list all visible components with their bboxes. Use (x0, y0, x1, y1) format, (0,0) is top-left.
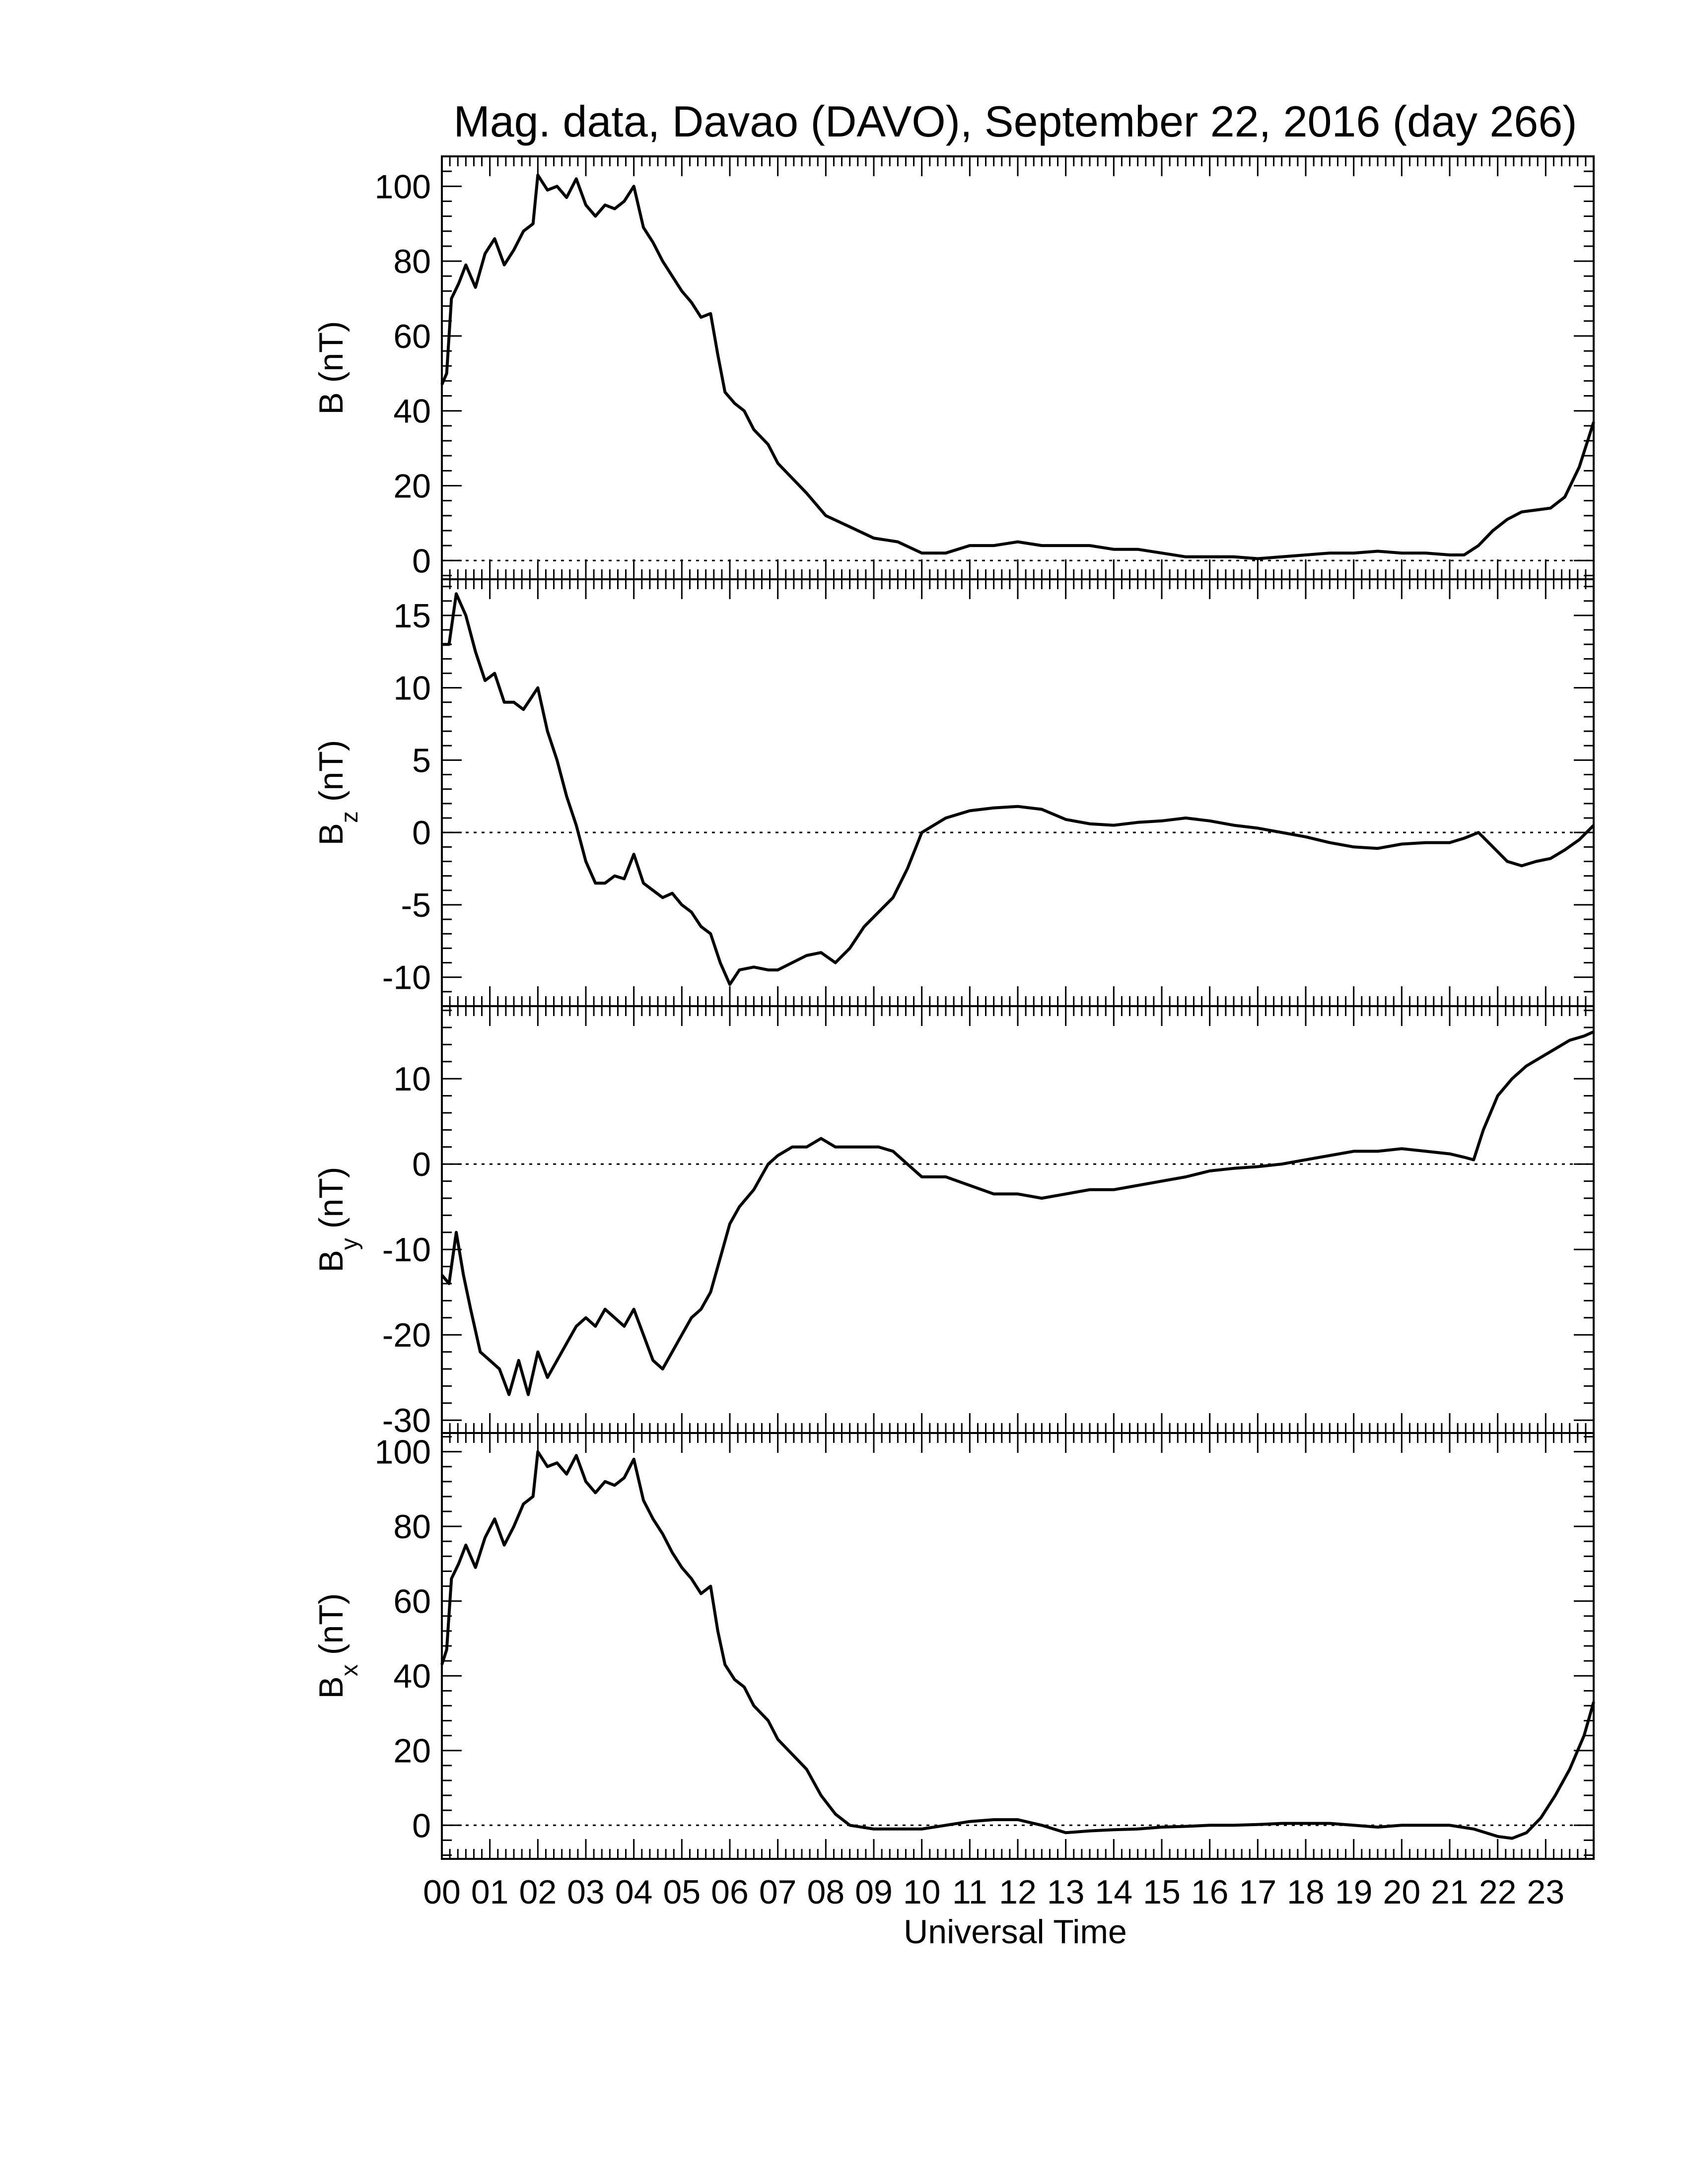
x-axis-label: Universal Time (904, 1913, 1127, 1951)
x-tick-label: 01 (471, 1873, 509, 1911)
y-tick-label: 0 (412, 814, 431, 852)
panel-by: -30 -20 -10 0 10 By (nT) (312, 1005, 1595, 1439)
series-line-by (440, 1030, 1595, 1396)
y-tick-label: -5 (401, 887, 431, 924)
y-tick-label: 5 (412, 742, 431, 779)
series-line-b (440, 173, 1595, 560)
y-axis-label-subscript: z (337, 811, 363, 823)
y-tick-label: -30 (382, 1402, 431, 1439)
x-axis-tick-labels: 00 01 02 03 04 05 06 07 08 09 10 11 12 13 14 15 16 17 18 19… (423, 1873, 1564, 1911)
y-axis-label-base: B (312, 1250, 350, 1272)
x-tick-label: 08 (807, 1873, 845, 1911)
figure-title: Mag. data, Davao (DAVO), September 22, 2… (453, 97, 1577, 146)
x-tick-label: 05 (663, 1873, 701, 1911)
x-tick-label: 02 (519, 1873, 557, 1911)
panel-bx: 0 20 40 60 80 100 Bx (nT) (312, 1432, 1595, 1860)
panel-bz: -10 -5 0 5 10 15 Bz (nT) (312, 578, 1595, 1007)
x-tick-label: 10 (903, 1873, 941, 1911)
y-tick-label: 20 (393, 468, 431, 505)
x-tick-label: 06 (711, 1873, 749, 1911)
y-tick-label: 80 (393, 1508, 431, 1546)
y-tick-label: -10 (382, 959, 431, 997)
y-axis-label-base: B (312, 1676, 350, 1699)
x-tick-label: 23 (1527, 1873, 1565, 1911)
y-tick-label: 15 (393, 597, 431, 635)
y-axis-label-bx: Bx (nT) (312, 1593, 363, 1699)
x-tick-label: 16 (1191, 1873, 1229, 1911)
y-tick-label: -10 (382, 1231, 431, 1269)
y-axis-label-bz: Bz (nT) (312, 740, 363, 846)
y-axis-label-base: B (312, 823, 350, 845)
y-axis-label-by: By (nT) (312, 1167, 363, 1273)
y-tick-label: 20 (393, 1732, 431, 1770)
x-tick-label: 12 (999, 1873, 1037, 1911)
x-tick-label: 07 (759, 1873, 797, 1911)
y-tick-label: 40 (393, 393, 431, 430)
x-tick-label: 03 (567, 1873, 605, 1911)
y-tick-label: 80 (393, 243, 431, 280)
x-tick-label: 15 (1143, 1873, 1181, 1911)
y-axis-label-unit: (nT) (312, 740, 350, 812)
y-tick-label: 10 (393, 670, 431, 707)
y-tick-label: 60 (393, 318, 431, 355)
panel-frame (441, 1432, 1595, 1860)
y-tick-label: 60 (393, 1583, 431, 1621)
x-tick-label: 18 (1287, 1873, 1325, 1911)
x-tick-label: 22 (1479, 1873, 1517, 1911)
x-tick-label: 20 (1383, 1873, 1421, 1911)
y-axis-label-b: B (nT) (312, 321, 350, 415)
y-tick-label: 100 (375, 168, 431, 205)
y-tick-label: 0 (412, 542, 431, 580)
y-axis-label-subscript: x (337, 1664, 363, 1676)
series-line-bz (442, 592, 1595, 986)
y-tick-label: 40 (393, 1657, 431, 1695)
x-tick-label: 00 (423, 1873, 461, 1911)
x-tick-label: 04 (615, 1873, 653, 1911)
x-tick-label: 11 (952, 1873, 987, 1911)
y-axis-label-unit: (nT) (312, 1167, 350, 1238)
x-tick-label: 14 (1095, 1873, 1133, 1911)
x-tick-label: 21 (1431, 1873, 1469, 1911)
series-line-bx (440, 1450, 1595, 1840)
y-axis-label-base: B (nT) (312, 321, 350, 415)
panel-b: 0 20 40 60 80 100 B (nT) (312, 155, 1595, 580)
y-tick-label: 0 (412, 1807, 431, 1844)
y-axis-label-unit: (nT) (312, 1593, 350, 1665)
x-tick-label: 19 (1335, 1873, 1373, 1911)
y-tick-label: -20 (382, 1316, 431, 1354)
y-tick-label: 100 (375, 1433, 431, 1471)
y-tick-label: 0 (412, 1146, 431, 1183)
x-tick-label: 13 (1047, 1873, 1085, 1911)
x-tick-label: 17 (1239, 1873, 1277, 1911)
y-axis-label-subscript: y (337, 1238, 363, 1250)
x-tick-label: 09 (855, 1873, 893, 1911)
y-tick-label: 10 (393, 1060, 431, 1098)
